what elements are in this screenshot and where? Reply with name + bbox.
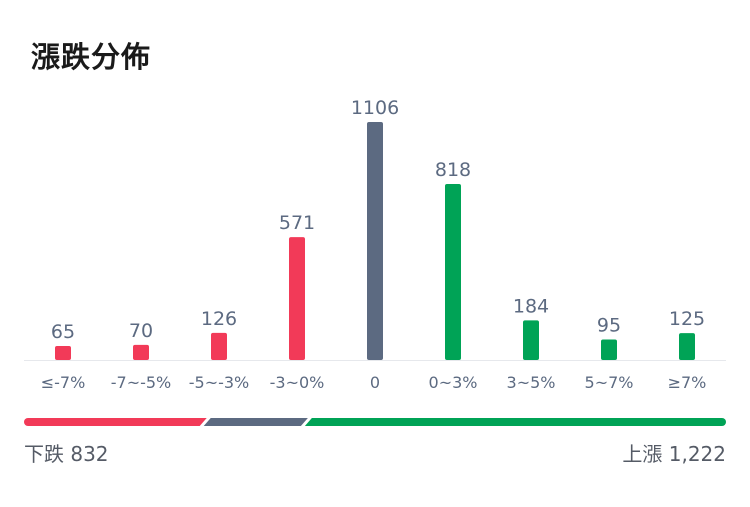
tick-label-3: -3~0% bbox=[270, 373, 325, 392]
tick-label-2: -5~-3% bbox=[189, 373, 250, 392]
value-label-2: 126 bbox=[201, 308, 237, 330]
bar-6 bbox=[523, 320, 539, 360]
bar-0 bbox=[55, 346, 71, 360]
tick-label-7: 5~7% bbox=[585, 373, 634, 392]
up-proportion-bar bbox=[304, 418, 726, 426]
tick-label-4: 0 bbox=[370, 373, 380, 392]
value-label-8: 125 bbox=[669, 308, 705, 330]
value-label-6: 184 bbox=[513, 295, 549, 317]
tick-label-1: -7~-5% bbox=[111, 373, 172, 392]
bar-4 bbox=[367, 122, 383, 360]
chart-title: 漲跌分佈 bbox=[31, 40, 152, 74]
tick-label-6: 3~5% bbox=[507, 373, 556, 392]
value-label-1: 70 bbox=[129, 320, 153, 342]
bar-1 bbox=[133, 344, 149, 360]
tick-label-5: 0~3% bbox=[429, 373, 478, 392]
bar-2 bbox=[211, 332, 227, 360]
value-label-3: 571 bbox=[279, 212, 315, 234]
flat-proportion-bar bbox=[203, 418, 308, 426]
down-proportion-bar bbox=[24, 418, 207, 426]
value-label-4: 1106 bbox=[351, 97, 399, 119]
tick-label-8: ≥7% bbox=[668, 373, 707, 392]
bar-7 bbox=[601, 339, 617, 360]
value-label-7: 95 bbox=[597, 315, 621, 337]
down-count-label: 下跌 832 bbox=[24, 442, 109, 466]
tick-label-0: ≤-7% bbox=[41, 373, 86, 392]
bar-3 bbox=[289, 237, 305, 360]
bar-5 bbox=[445, 183, 461, 360]
bar-8 bbox=[679, 333, 695, 360]
value-label-5: 818 bbox=[435, 159, 471, 181]
up-count-label: 上漲 1,222 bbox=[622, 442, 726, 466]
value-label-0: 65 bbox=[51, 321, 75, 343]
